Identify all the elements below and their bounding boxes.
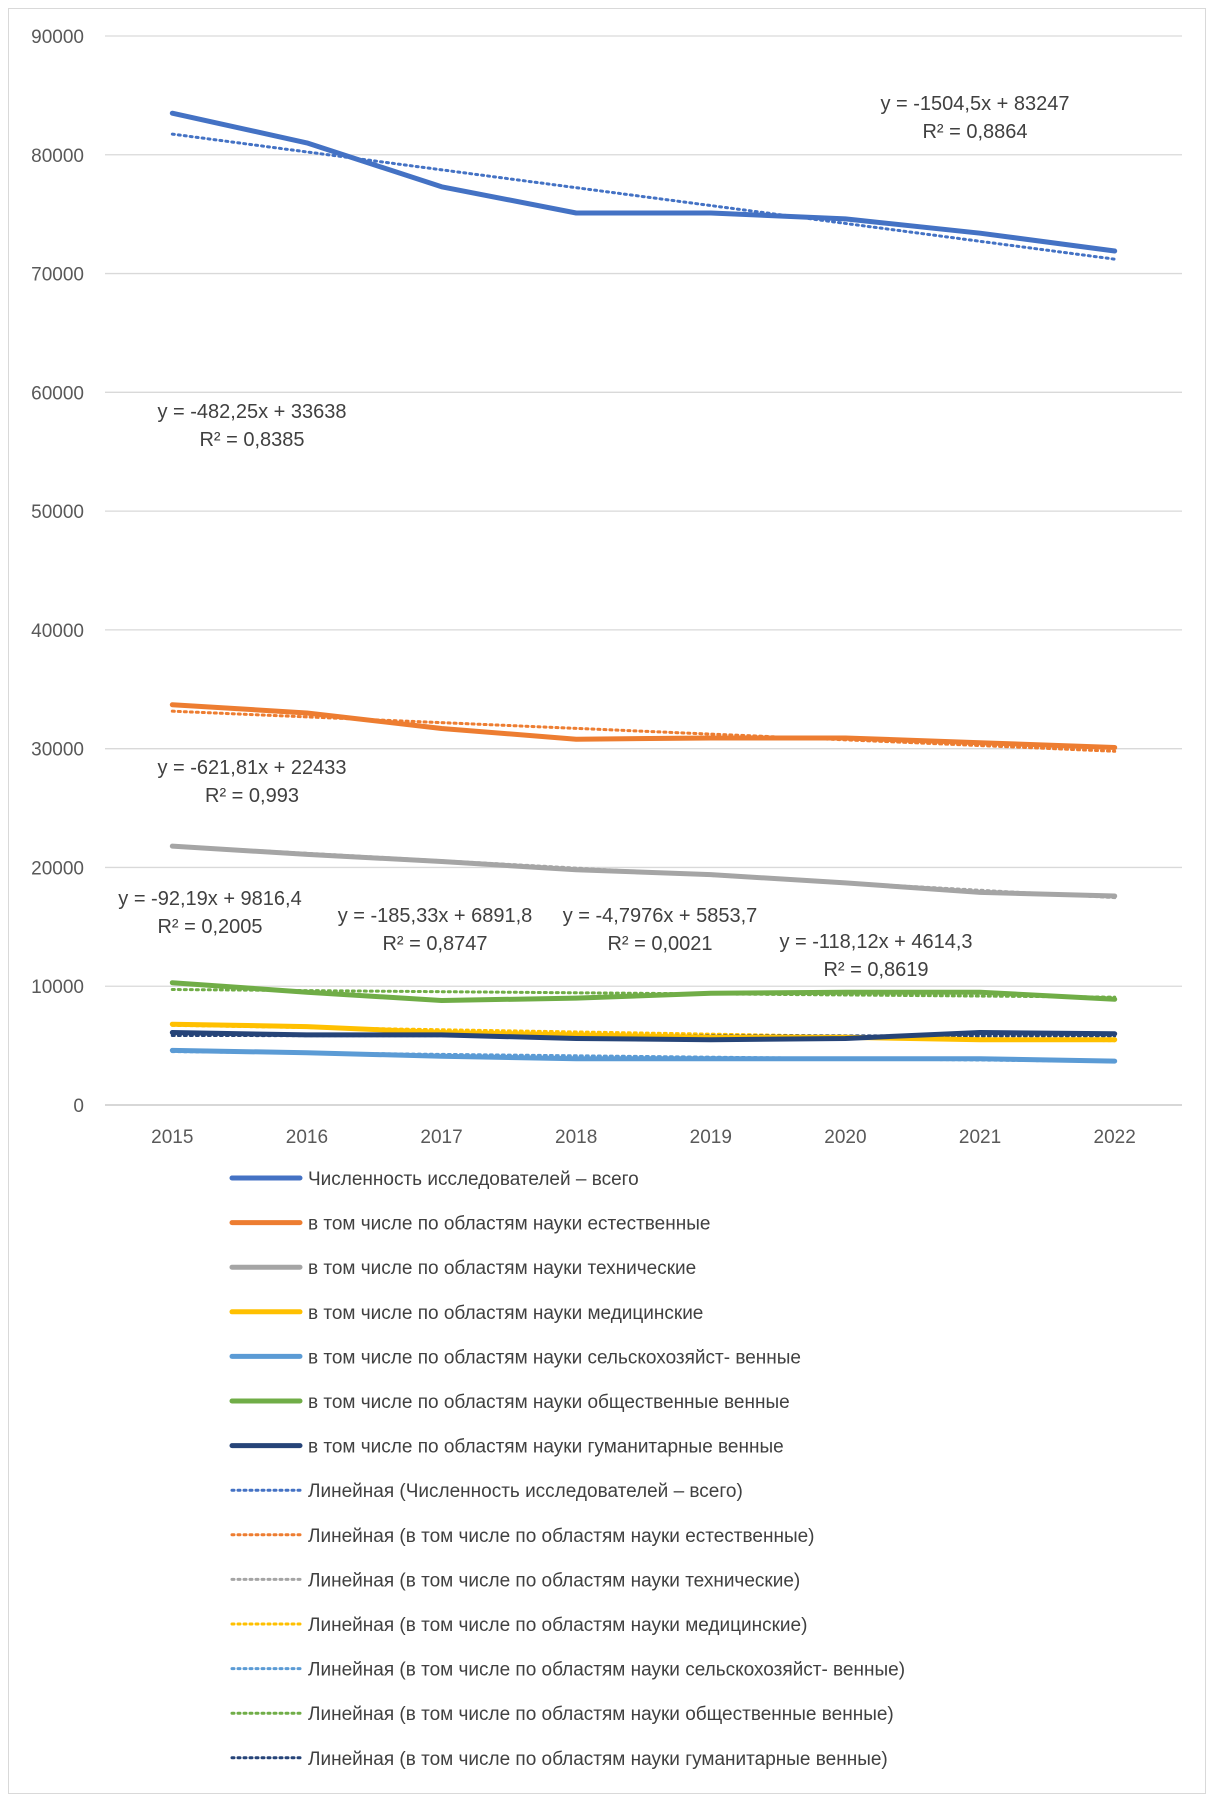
x-tick-label: 2022 [1094,1127,1136,1148]
legend-item: в том числе по областям науки медицински… [229,1303,703,1324]
trendline-r2: R² = 0,8385 [199,429,304,451]
y-tick-label: 60000 [31,383,84,404]
legend-label: в том числе по областям науки гуманитарн… [308,1437,784,1458]
x-tick-label: 2015 [151,1127,193,1148]
trendline-r2: R² = 0,8864 [922,121,1027,143]
legend-item: Линейная (в том числе по областям науки … [230,1526,815,1547]
trendline-labels: y = -1504,5x + 83247 R² = 0,8864 y = -482,… [118,93,1069,981]
y-tick-label: 30000 [31,740,84,761]
x-axis-ticks: 2015 2016 2017 2018 2019 2020 2021 2022 [151,1127,1136,1148]
legend-item: в том числе по областям науки гуманитарн… [229,1437,784,1458]
chart-frame [8,8,1206,1794]
y-axis-ticks: 0 10000 20000 30000 40000 50000 60000 70000 8000… [31,27,84,1117]
trendline-equation: y = -185,33x + 6891,8 [338,905,533,927]
trendline-r2: R² = 0,8747 [382,933,487,955]
series-line-1 [169,110,1118,254]
y-tick-label: 10000 [31,977,84,998]
x-tick-label: 2019 [690,1127,732,1148]
trendline-equation: y = -118,12x + 4614,3 [779,931,972,953]
y-tick-label: 50000 [31,502,84,523]
trendline-equation: y = -482,25x + 33638 [157,401,346,423]
y-tick-label: 40000 [31,621,84,642]
legend-label: в том числе по областям науки медицински… [308,1303,703,1324]
legend-item: в том числе по областям науки сельскохоз… [229,1347,801,1368]
series-line-7 [169,1030,1118,1043]
legend-label: Линейная (в том числе по областям науки … [308,1704,894,1725]
series-lines [169,110,1118,1064]
legend-label: Линейная (в том числе по областям науки … [308,1615,807,1636]
trendline-r2: R² = 0,8619 [823,959,928,981]
trendline-1 [170,132,1117,261]
legend-label: Линейная (в том числе по областям науки … [308,1660,905,1681]
legend-label: в том числе по областям науки естественн… [308,1214,710,1235]
trendline-r2: R² = 0,993 [205,785,299,807]
legend: Численность исследователей – всего в том … [229,1169,905,1770]
trendline-2 [170,709,1117,753]
legend-label: в том числе по областям науки технически… [308,1258,696,1279]
trendline-equation: y = -4,7976x + 5853,7 [563,905,758,927]
series-line-3 [169,843,1118,899]
series-line-2 [169,702,1118,750]
series-line-5 [169,1047,1118,1064]
trendline-equation: y = -1504,5x + 83247 [880,93,1069,115]
x-tick-label: 2020 [824,1127,866,1148]
legend-item: Численность исследователей – всего [229,1169,639,1190]
legend-label: Численность исследователей – всего [308,1169,639,1190]
trendline-equation: y = -621,81x + 22433 [157,757,346,779]
legend-item: в том числе по областям науки общественн… [229,1392,790,1413]
legend-label: в том числе по областям науки сельскохоз… [308,1347,801,1368]
y-tick-label: 90000 [31,27,84,48]
legend-item: в том числе по областям науки технически… [229,1258,696,1279]
y-tick-label: 0 [73,1096,84,1117]
y-tick-label: 80000 [31,146,84,167]
legend-item: Линейная (в том числе по областям науки … [230,1615,807,1636]
y-tick-label: 20000 [31,858,84,879]
x-tick-label: 2018 [555,1127,597,1148]
legend-item: Линейная (в том числе по областям науки … [230,1749,888,1770]
x-tick-label: 2016 [286,1127,328,1148]
gridlines [105,35,1182,1106]
trendline-r2: R² = 0,2005 [157,916,262,938]
legend-label: Линейная (Численность исследователей – в… [308,1481,743,1502]
legend-item: Линейная (в том числе по областям науки … [230,1660,905,1681]
x-tick-label: 2021 [959,1127,1001,1148]
trendline-equation: y = -92,19x + 9816,4 [118,888,301,910]
legend-item: Линейная (Численность исследователей – в… [230,1481,743,1502]
y-tick-label: 70000 [31,265,84,286]
legend-item: Линейная (в том числе по областям науки … [230,1570,800,1591]
legend-item: в том числе по областям науки естественн… [229,1214,710,1235]
series-line-6 [169,980,1118,1003]
legend-label: в том числе по областям науки общественн… [308,1392,790,1413]
x-tick-label: 2017 [420,1127,462,1148]
trendline-r2: R² = 0,0021 [607,933,712,955]
legend-item: Линейная (в том числе по областям науки … [230,1704,894,1725]
legend-label: Линейная (в том числе по областям науки … [308,1749,888,1770]
legend-label: Линейная (в том числе по областям науки … [308,1526,815,1547]
legend-label: Линейная (в том числе по областям науки … [308,1570,800,1591]
series-line-4 [169,1021,1118,1043]
